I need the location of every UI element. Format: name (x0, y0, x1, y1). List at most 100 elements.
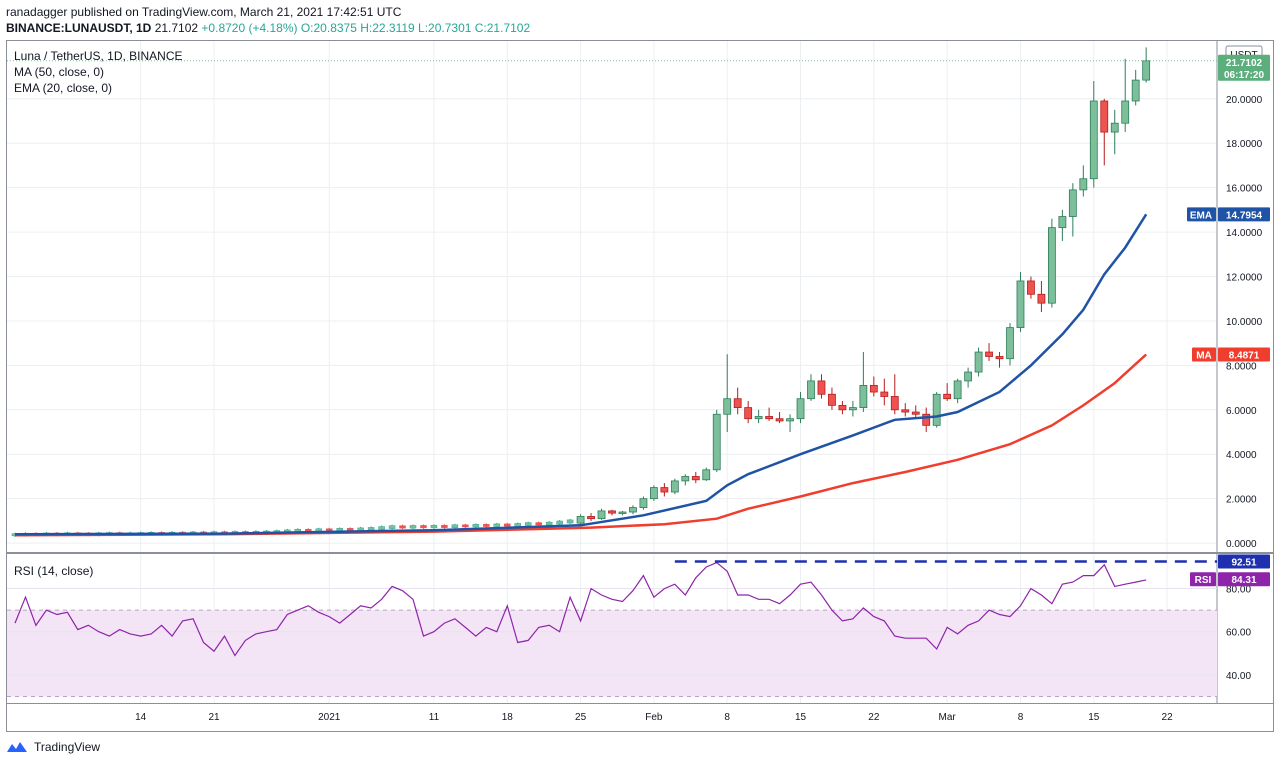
candle (953, 380, 962, 400)
rsi-legend: RSI (14, close) (14, 564, 94, 578)
candle (462, 524, 469, 528)
candle (1100, 100, 1109, 133)
candle (451, 524, 459, 528)
candle (702, 469, 711, 481)
candle (1006, 327, 1014, 360)
candle (1110, 122, 1119, 133)
candle (901, 409, 910, 413)
ema-tag-box (1187, 207, 1216, 222)
brand-name: TradingView (34, 740, 101, 754)
price-badge-text: 06:17:20 (1224, 70, 1264, 81)
candle (1058, 216, 1067, 229)
candle (1047, 227, 1056, 304)
x-tick-label: 14 (135, 712, 147, 723)
rsi-tick-label: 60.00 (1226, 628, 1251, 639)
y-tick-label: 16.0000 (1226, 184, 1263, 195)
candle (608, 510, 616, 514)
ema-badge-box (1218, 207, 1270, 222)
candle (430, 524, 438, 529)
x-tick-label: 2021 (318, 712, 341, 723)
candle (932, 393, 941, 426)
candle (817, 380, 826, 395)
x-tick-label: 25 (575, 712, 587, 723)
y-tick-label: 18.0000 (1226, 139, 1263, 150)
candle (964, 371, 973, 382)
ma-tag-box (1192, 347, 1216, 362)
footer-brand: TradingView (6, 740, 100, 754)
last-price: 21.7102 (154, 21, 199, 35)
time-axis[interactable] (6, 704, 1274, 732)
candle (744, 407, 753, 420)
candle (545, 521, 553, 526)
candle (765, 416, 774, 420)
rsi-peak-badge-box (1218, 554, 1270, 569)
x-tick-label: 22 (868, 712, 880, 723)
x-tick-label: 18 (502, 712, 514, 723)
ema-badge-text: 14.7954 (1226, 210, 1263, 221)
candle (388, 525, 396, 529)
price-badge-box (1218, 54, 1270, 81)
y-tick-label: 14.0000 (1226, 228, 1263, 239)
x-tick-label: 11 (429, 712, 440, 723)
candle (618, 511, 627, 514)
candle (576, 516, 585, 524)
rsi-tick-label: 40.00 (1226, 671, 1251, 682)
candle (420, 525, 427, 529)
ma-tag-text: MA (1196, 351, 1212, 362)
candle (409, 525, 417, 529)
tradingview-logo-icon (7, 742, 27, 752)
x-tick-label: 8 (1018, 712, 1024, 723)
rsi-tag-text: RSI (1195, 575, 1212, 586)
rsi-badge-text: 84.31 (1231, 575, 1256, 586)
candle (639, 498, 648, 508)
candle (367, 527, 375, 531)
candle (796, 398, 805, 420)
rsi-band (7, 610, 1217, 697)
y-tick-label: 2.0000 (1226, 495, 1257, 506)
chart-title: Luna / TetherUS, 1D, BINANCE (14, 49, 183, 63)
candle (670, 480, 679, 493)
rsi-pane[interactable] (6, 553, 1274, 704)
candle (1079, 178, 1088, 191)
x-tick-label: 15 (795, 712, 807, 723)
candle (890, 396, 899, 411)
price-pane[interactable] (6, 40, 1274, 553)
x-tick-label: Mar (939, 712, 957, 723)
price-badge-text: 21.7102 (1226, 58, 1263, 69)
candle (1142, 60, 1151, 81)
candle (1027, 280, 1035, 295)
x-tick-label: 15 (1088, 712, 1100, 723)
rsi-peak-badge-text: 92.51 (1231, 558, 1256, 569)
candle (974, 351, 983, 373)
candle (995, 356, 1004, 360)
candle (629, 507, 637, 513)
y-tick-label: 6.0000 (1226, 406, 1257, 417)
candle (660, 487, 669, 493)
candle (1016, 280, 1025, 329)
ma-badge-box (1218, 347, 1270, 362)
candle (922, 413, 931, 426)
candle (859, 384, 868, 408)
ema-legend: EMA (20, close, 0) (14, 81, 113, 95)
symbol-name: BINANCE:LUNAUSDT, 1D (6, 21, 152, 35)
candle (483, 524, 490, 527)
candle (733, 398, 742, 408)
candle (911, 411, 920, 415)
candle (556, 520, 563, 525)
ma-legend: MA (50, close, 0) (14, 65, 105, 79)
candle (1037, 293, 1046, 304)
candle (807, 380, 815, 400)
publisher-line: ranadagger published on TradingView.com,… (6, 5, 402, 19)
symbol-line: BINANCE:LUNAUSDT, 1D 21.7102 +0.8720 (+4… (6, 21, 530, 35)
ma-line (14, 353, 1148, 537)
x-tick-label: 8 (724, 712, 730, 723)
candle (566, 519, 574, 524)
candle (681, 476, 690, 482)
y-tick-label: 20.0000 (1226, 95, 1263, 106)
rsi-line (14, 561, 1147, 657)
candle (524, 522, 532, 526)
x-tick-label: 21 (208, 712, 220, 723)
candle (838, 404, 847, 411)
rsi-badge-box (1218, 572, 1270, 587)
